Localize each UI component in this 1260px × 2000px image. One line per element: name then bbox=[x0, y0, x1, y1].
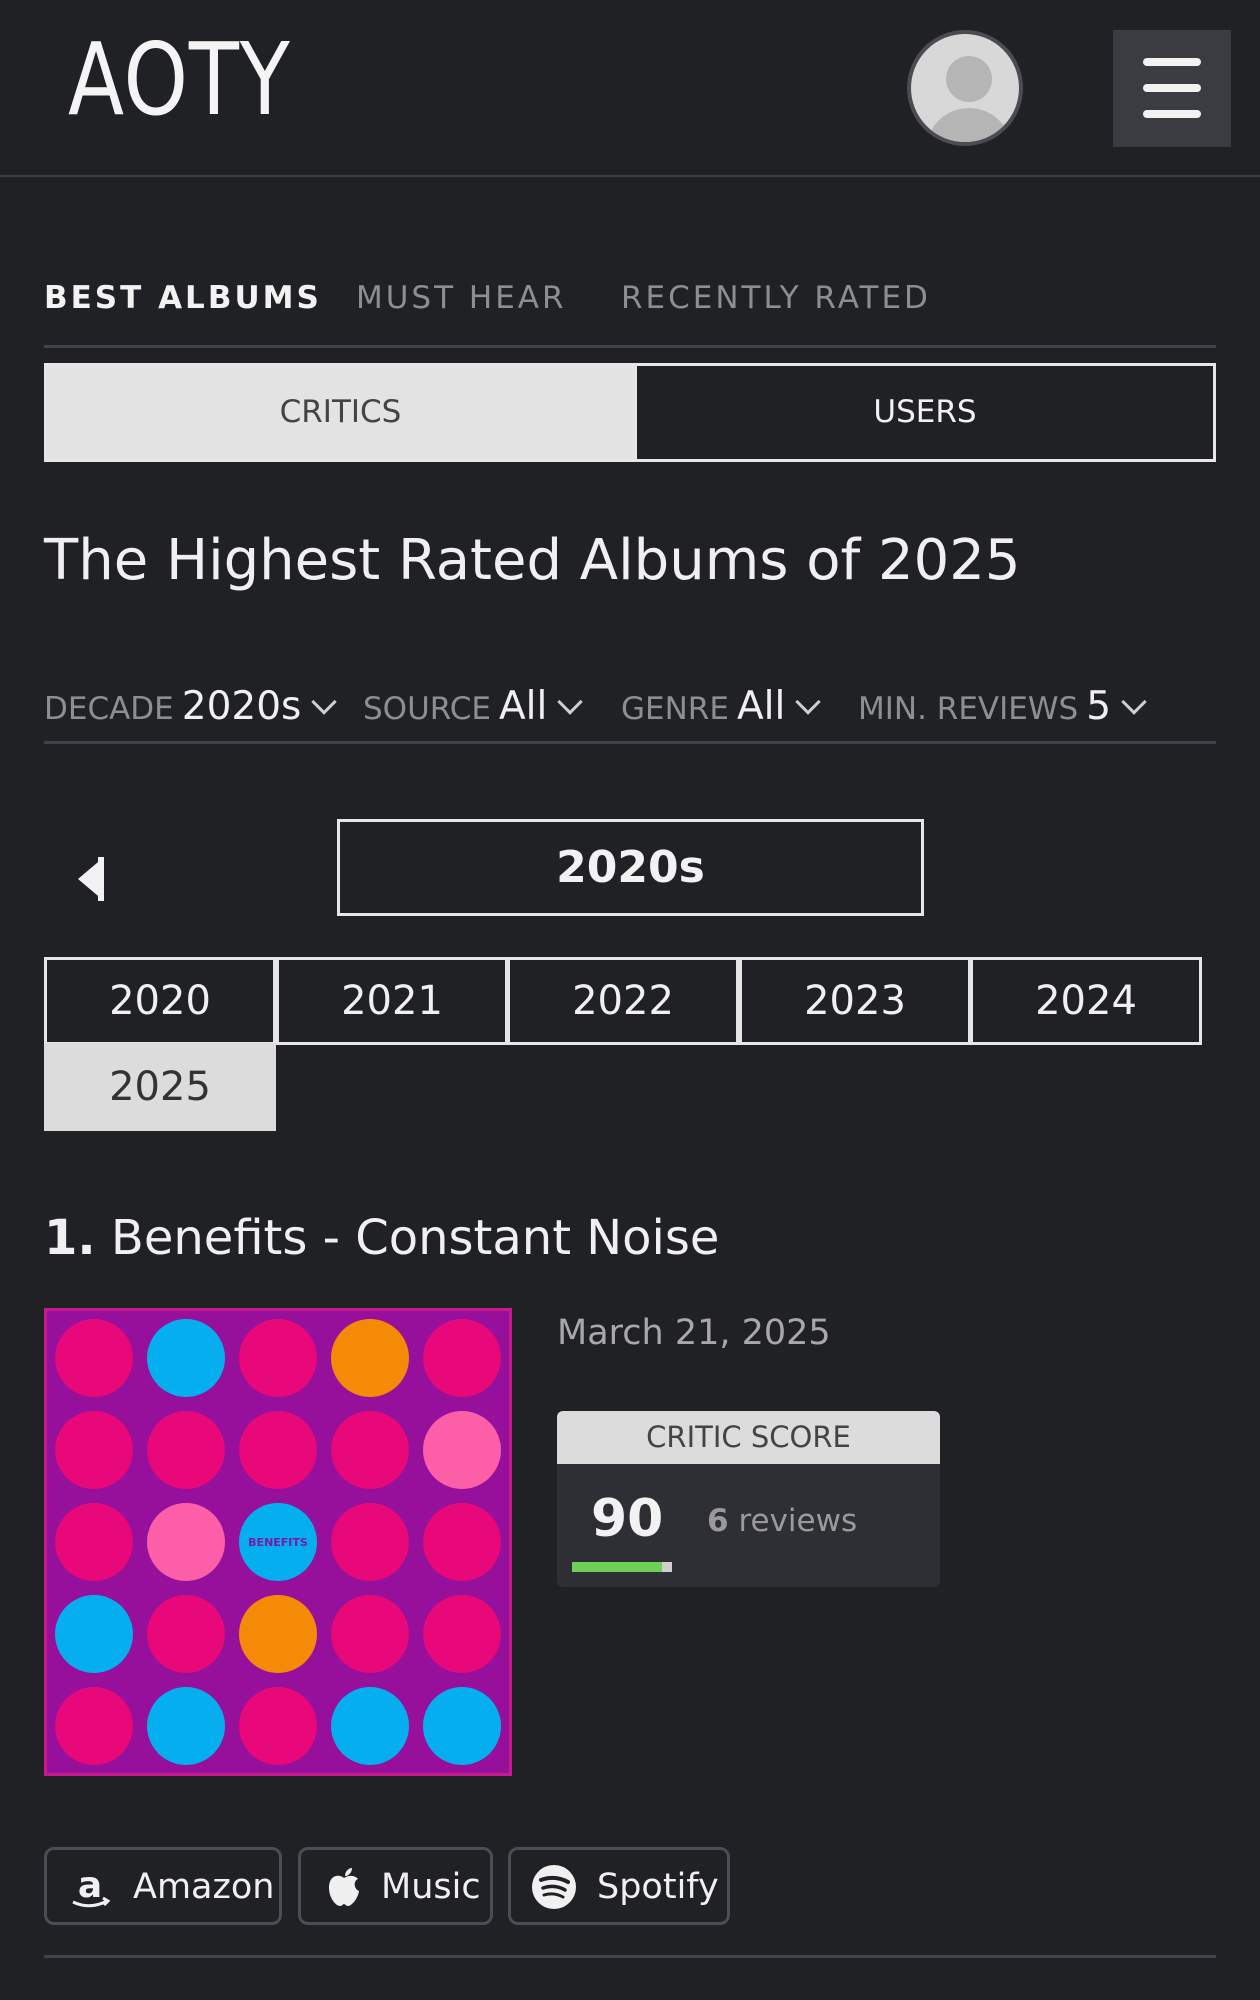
cover-dot bbox=[423, 1503, 501, 1581]
year-2025[interactable]: 2025 bbox=[44, 1043, 276, 1131]
apple-icon bbox=[329, 1868, 359, 1906]
score-header: CRITIC SCORE bbox=[557, 1411, 940, 1464]
year-2022[interactable]: 2022 bbox=[507, 957, 739, 1045]
cover-dot bbox=[55, 1319, 133, 1397]
cover-dot bbox=[147, 1687, 225, 1765]
section-tabs: BEST ALBUMS MUST HEAR RECENTLY RATED bbox=[44, 262, 1216, 348]
cover-dot bbox=[55, 1595, 133, 1673]
tab-recently-rated[interactable]: RECENTLY RATED bbox=[621, 280, 931, 316]
site-logo[interactable]: AOTY bbox=[68, 21, 291, 138]
album-title[interactable]: 1. Benefits - Constant Noise bbox=[44, 1210, 719, 1266]
cover-dot bbox=[331, 1595, 409, 1673]
cover-dot bbox=[147, 1595, 225, 1673]
cover-dot bbox=[331, 1411, 409, 1489]
year-2023[interactable]: 2023 bbox=[739, 957, 971, 1045]
year-2021[interactable]: 2021 bbox=[276, 957, 508, 1045]
amazon-icon: a bbox=[72, 1865, 111, 1908]
spotify-icon bbox=[532, 1865, 576, 1909]
year-2020[interactable]: 2020 bbox=[44, 957, 276, 1045]
filter-value: 5 bbox=[1086, 684, 1112, 729]
spotify-link[interactable]: Spotify bbox=[508, 1847, 730, 1925]
cover-dot bbox=[55, 1411, 133, 1489]
cover-dot bbox=[423, 1687, 501, 1765]
filter-label: SOURCE bbox=[363, 691, 491, 727]
cover-text: BENEFITS bbox=[248, 1536, 308, 1549]
score-bar-fill bbox=[572, 1562, 662, 1572]
cover-dot bbox=[423, 1411, 501, 1489]
review-number: 6 bbox=[707, 1503, 729, 1539]
tab-best-albums[interactable]: BEST ALBUMS bbox=[44, 280, 322, 316]
cover-dot bbox=[239, 1411, 317, 1489]
filter-value: All bbox=[736, 684, 786, 729]
current-decade: 2020s bbox=[337, 819, 924, 916]
filter-label: DECADE bbox=[44, 691, 174, 727]
cover-dot bbox=[331, 1687, 409, 1765]
cover-dot bbox=[55, 1687, 133, 1765]
critics-users-toggle: CRITICS USERS bbox=[44, 363, 1216, 462]
user-avatar-icon[interactable] bbox=[907, 30, 1023, 146]
amazon-link[interactable]: a Amazon bbox=[44, 1847, 282, 1925]
menu-line bbox=[1143, 58, 1201, 66]
filter-source[interactable]: SOURCE All bbox=[363, 684, 584, 729]
menu-line bbox=[1143, 84, 1201, 92]
tab-must-hear[interactable]: MUST HEAR bbox=[356, 280, 567, 316]
filter-decade[interactable]: DECADE 2020s bbox=[44, 684, 338, 729]
hamburger-menu-icon[interactable] bbox=[1113, 30, 1231, 147]
avatar-head bbox=[946, 56, 992, 102]
cover-dot bbox=[239, 1319, 317, 1397]
score-bar bbox=[572, 1562, 672, 1572]
release-date: March 21, 2025 bbox=[557, 1313, 831, 1353]
album-name: Benefits - Constant Noise bbox=[110, 1210, 720, 1266]
review-word: reviews bbox=[738, 1503, 858, 1539]
filter-label: GENRE bbox=[621, 691, 729, 727]
cover-dot bbox=[423, 1595, 501, 1673]
divider bbox=[44, 1955, 1216, 1958]
cover-dot: BENEFITS bbox=[239, 1503, 317, 1581]
svg-text:a: a bbox=[78, 1865, 102, 1906]
chevron-down-icon bbox=[557, 689, 584, 715]
site-header: AOTY bbox=[0, 0, 1260, 177]
filter-value: 2020s bbox=[181, 684, 302, 729]
caret-left-stem bbox=[98, 857, 104, 901]
apple-music-link[interactable]: Music bbox=[298, 1847, 493, 1925]
amazon-label: Amazon bbox=[133, 1867, 275, 1907]
cover-dot bbox=[55, 1503, 133, 1581]
cover-dot bbox=[331, 1319, 409, 1397]
album-cover[interactable]: BENEFITS bbox=[44, 1308, 512, 1776]
year-2024[interactable]: 2024 bbox=[970, 957, 1202, 1045]
chevron-down-icon bbox=[795, 689, 822, 715]
music-label: Music bbox=[381, 1867, 481, 1907]
chevron-down-icon bbox=[311, 689, 338, 715]
review-count[interactable]: 6 reviews bbox=[707, 1503, 857, 1539]
filter-value: All bbox=[499, 684, 548, 729]
filter-genre[interactable]: GENRE All bbox=[621, 684, 822, 729]
critics-button[interactable]: CRITICS bbox=[47, 366, 634, 459]
spotify-label: Spotify bbox=[597, 1867, 719, 1907]
critic-score: 90 bbox=[591, 1489, 664, 1549]
filter-min-reviews[interactable]: MIN. REVIEWS 5 bbox=[858, 684, 1147, 729]
menu-line bbox=[1143, 110, 1201, 118]
cover-dot bbox=[331, 1503, 409, 1581]
filter-bar: DECADE 2020s SOURCE All GENRE All MIN. REVI… bbox=[44, 674, 1216, 744]
cover-dot bbox=[147, 1411, 225, 1489]
page-title: The Highest Rated Albums of 2025 bbox=[44, 528, 1021, 593]
cover-dot bbox=[147, 1503, 225, 1581]
cover-dot bbox=[239, 1687, 317, 1765]
filter-label: MIN. REVIEWS bbox=[858, 691, 1079, 727]
chevron-down-icon bbox=[1121, 689, 1147, 715]
cover-dot bbox=[147, 1319, 225, 1397]
cover-dot bbox=[239, 1595, 317, 1673]
users-button[interactable]: USERS bbox=[634, 366, 1213, 459]
critic-score-card: CRITIC SCORE 90 6 reviews bbox=[557, 1411, 940, 1587]
avatar-body bbox=[926, 108, 1012, 142]
cover-dot bbox=[423, 1319, 501, 1397]
album-rank: 1. bbox=[44, 1210, 96, 1266]
